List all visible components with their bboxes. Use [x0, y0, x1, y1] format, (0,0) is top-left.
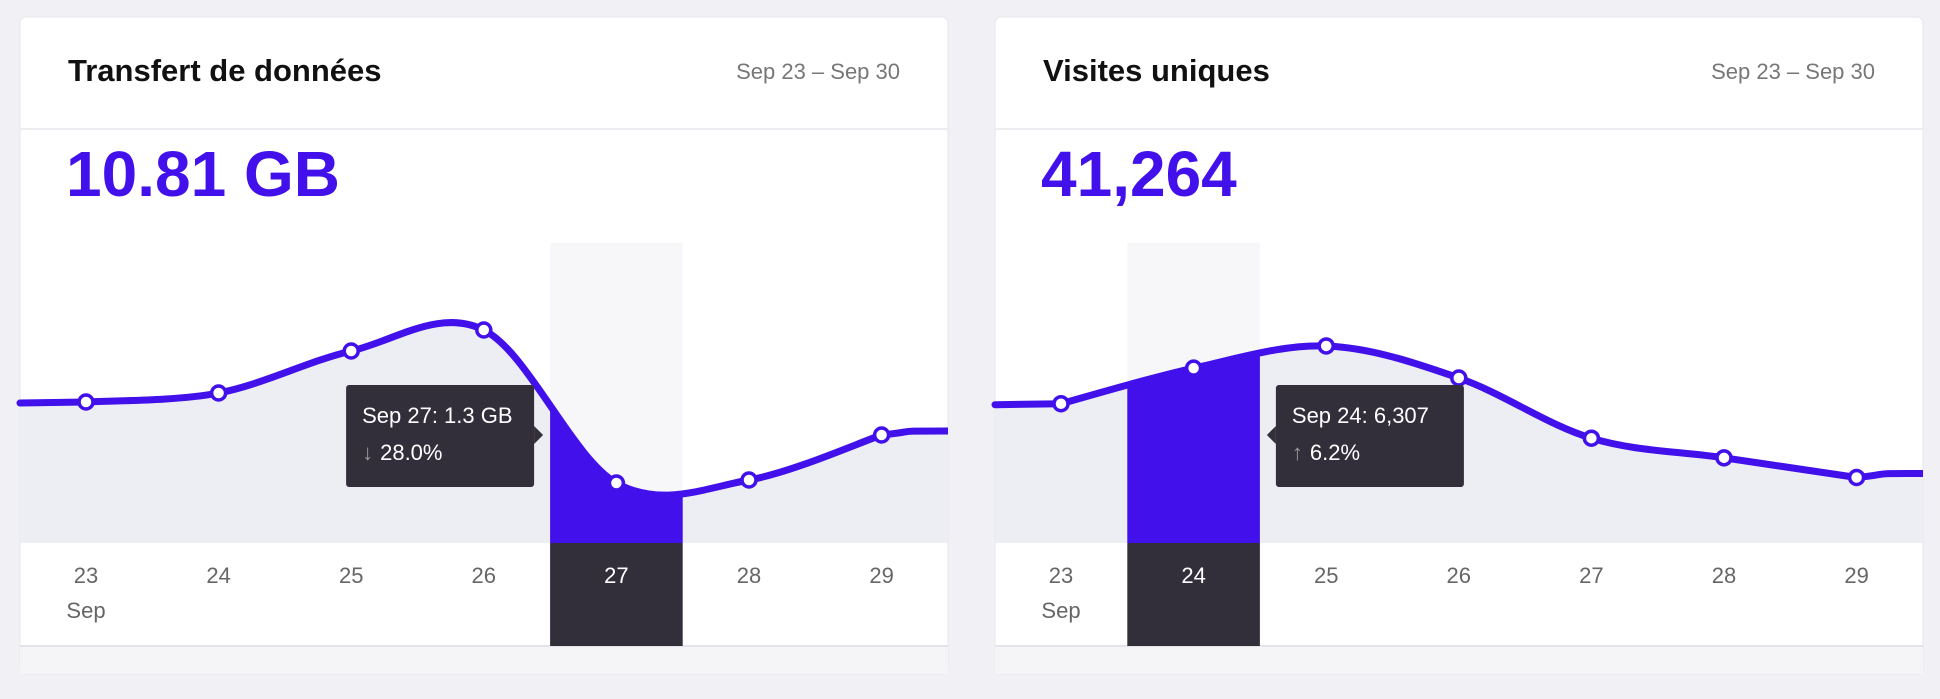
card: Visites uniques Sep 23 – Sep 30 41,264 23 24… — [991, 16, 1924, 675]
data-point — [1052, 394, 1070, 413]
data-point — [1582, 429, 1601, 447]
x-axis-highlight — [1127, 543, 1260, 646]
tooltip: Sep 27: 1.3 GB ↓ 28.0% — [346, 385, 544, 487]
x-month-label: Sep — [1041, 598, 1080, 623]
highlight-area — [1127, 352, 1260, 543]
x-axis-highlight — [550, 543, 683, 646]
data-point — [475, 321, 493, 339]
x-tick-label: 26 — [472, 563, 496, 588]
data-point — [740, 471, 758, 489]
x-tick-label: 23 — [1049, 563, 1073, 588]
total-value: 41,264 — [1041, 138, 1237, 210]
highlight-area — [550, 405, 683, 543]
card-footer — [20, 646, 948, 674]
tooltip: Sep 24: 6,307 ↑ 6.2% — [1266, 385, 1464, 487]
data-point — [342, 342, 360, 360]
total-value: 10.81 GB — [66, 138, 340, 210]
tooltip-box — [346, 385, 535, 487]
tooltip-pointer — [534, 426, 544, 444]
card-footer — [995, 646, 1923, 674]
data-point — [1184, 359, 1203, 377]
data-point — [1715, 449, 1733, 467]
line-edge — [991, 400, 1065, 409]
card-title: Visites uniques — [1043, 53, 1270, 88]
data-point — [872, 426, 891, 444]
tooltip-label: Sep 24: 6,307 — [1292, 403, 1429, 428]
x-tick-label: 28 — [737, 563, 761, 588]
data-point — [209, 384, 228, 402]
date-range: Sep 23 – Sep 30 — [736, 59, 900, 84]
data-point — [1450, 369, 1468, 387]
tooltip-pointer — [1266, 426, 1276, 444]
x-tick-label: 25 — [339, 563, 363, 588]
x-tick-label: 29 — [1844, 563, 1868, 588]
x-month-label: Sep — [66, 598, 105, 623]
x-tick-label: 24 — [206, 563, 230, 588]
tooltip-arrow: ↑ — [1292, 440, 1303, 465]
x-tick-label: 24 — [1181, 563, 1205, 588]
x-tick-label: 27 — [604, 563, 628, 588]
x-tick-label: 23 — [74, 563, 98, 588]
card-title: Transfert de données — [68, 53, 382, 88]
line-edge — [1856, 469, 1924, 481]
line-edge — [881, 427, 949, 439]
data-point — [607, 474, 626, 492]
x-tick-label: 29 — [869, 563, 893, 588]
tooltip-label: Sep 27: 1.3 GB — [362, 403, 512, 428]
x-tick-label: 28 — [1712, 563, 1736, 588]
x-tick-label: 25 — [1314, 563, 1338, 588]
data-point — [77, 393, 95, 411]
data-point — [1317, 337, 1335, 355]
tooltip-box — [1275, 385, 1464, 487]
x-tick-label: 27 — [1579, 563, 1603, 588]
x-tick-label: 26 — [1447, 563, 1471, 588]
date-range: Sep 23 – Sep 30 — [1711, 59, 1875, 84]
tooltip-arrow: ↓ — [362, 440, 373, 465]
data-point — [1847, 468, 1866, 487]
tooltip-change: 6.2% — [1310, 440, 1360, 465]
tooltip-change: 28.0% — [380, 440, 442, 465]
card: Transfert de données Sep 23 – Sep 30 10.81… — [16, 16, 949, 675]
line-edge — [16, 398, 90, 407]
